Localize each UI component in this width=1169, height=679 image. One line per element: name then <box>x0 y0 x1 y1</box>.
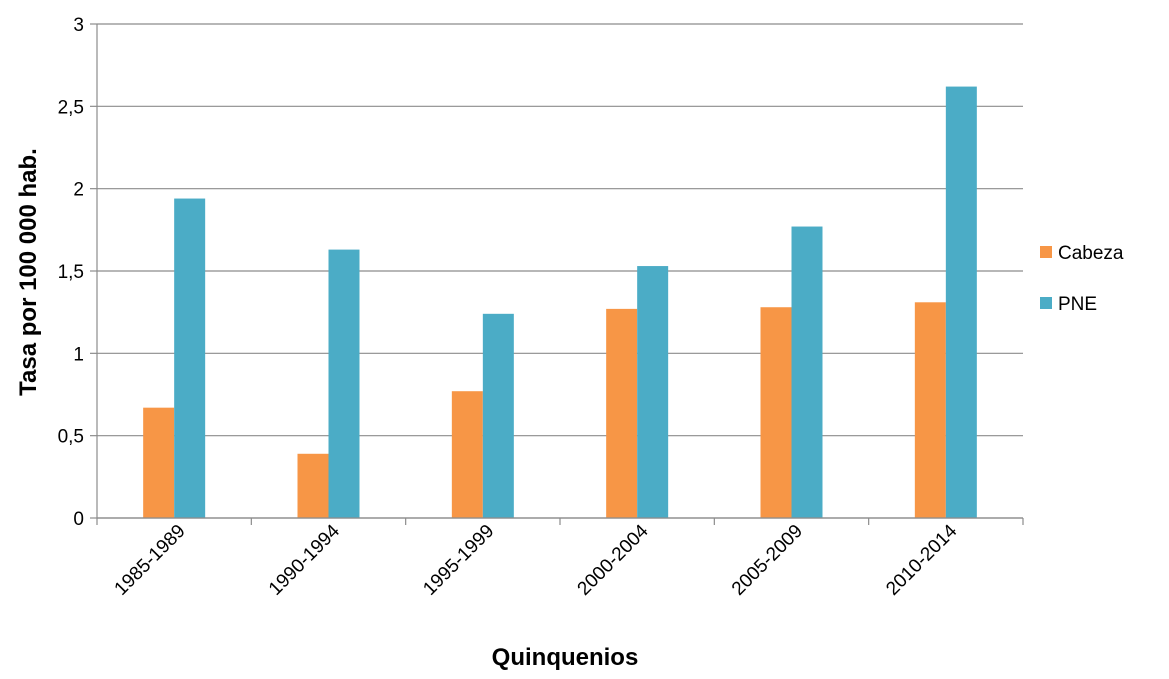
bar-cabeza-2000-2004 <box>606 308 638 518</box>
y-axis-title: Tasa por 100 000 hab. <box>15 148 42 396</box>
legend-item-pne: PNE <box>1040 294 1097 315</box>
x-tick-label: 1985-1989 <box>111 521 190 600</box>
x-tick-label: 1990-1994 <box>265 520 344 599</box>
legend-label: PNE <box>1058 294 1097 315</box>
y-tick-label: 1,5 <box>58 262 84 283</box>
x-tick-label: 2000-2004 <box>574 520 653 599</box>
bar-pne-2000-2004 <box>637 266 669 518</box>
axes <box>90 23 1024 525</box>
legend-label: Cabeza <box>1058 243 1124 264</box>
y-tick-label: 0,5 <box>58 427 84 448</box>
x-axis-title: Quinquenios <box>492 644 639 671</box>
x-tick-labels: 1985-1989 1990-1994 1995-1999 2000-2004 2005… <box>111 520 962 599</box>
bar-pne-1990-1994 <box>328 249 360 519</box>
legend: Cabeza PNE <box>1040 243 1124 315</box>
legend-item-cabeza: Cabeza <box>1040 243 1124 264</box>
bars <box>143 86 977 519</box>
bar-cabeza-1995-1999 <box>451 391 483 518</box>
x-tick-label: 1995-1999 <box>419 521 498 600</box>
bar-pne-1985-1989 <box>174 198 206 518</box>
gridlines <box>97 23 1023 519</box>
y-tick-label: 2,5 <box>58 97 84 118</box>
y-tick-labels: 0 0,5 1 1,5 2 2,5 3 <box>58 15 84 530</box>
bar-pne-1995-1999 <box>482 313 514 518</box>
y-tick-label: 0 <box>73 509 84 530</box>
legend-swatch <box>1040 246 1052 258</box>
bar-cabeza-1990-1994 <box>297 453 329 518</box>
x-tick-label: 2010-2014 <box>882 520 961 599</box>
bar-pne-2005-2009 <box>791 226 823 519</box>
legend-swatch <box>1040 297 1052 309</box>
x-tick-label: 2005-2009 <box>728 521 807 600</box>
bar-pne-2010-2014 <box>945 86 977 518</box>
bar-cabeza-2010-2014 <box>914 302 946 518</box>
y-tick-label: 3 <box>73 15 84 36</box>
bar-cabeza-1985-1989 <box>143 407 175 518</box>
y-tick-label: 1 <box>73 344 84 365</box>
bar-cabeza-2005-2009 <box>760 307 792 518</box>
y-tick-label: 2 <box>73 180 84 201</box>
